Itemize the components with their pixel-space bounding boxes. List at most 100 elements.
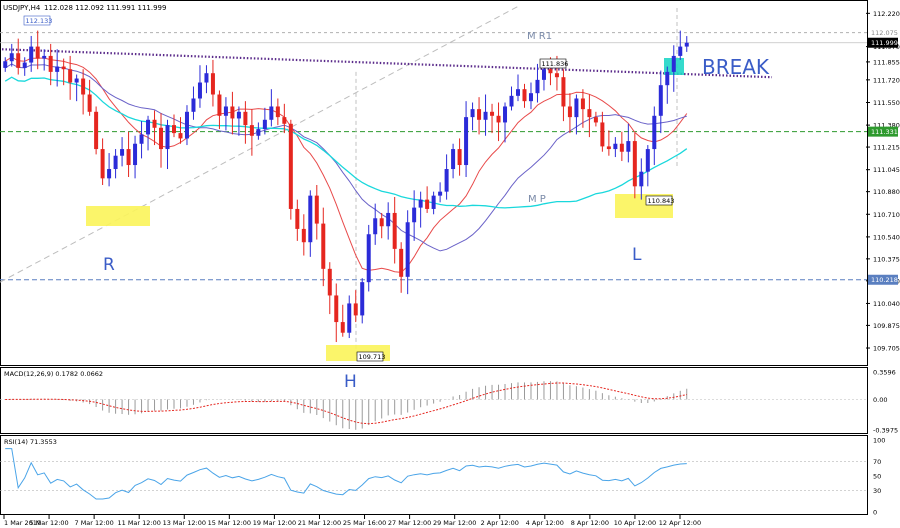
candle-body xyxy=(42,55,47,59)
price-tick-label: 111.380 xyxy=(873,122,900,130)
candlestick-layer: 110.843 109.713 111.836 112.133 xyxy=(3,15,689,362)
candle-body xyxy=(386,212,391,227)
candle-body xyxy=(587,109,592,118)
candle-body xyxy=(94,111,99,150)
candle-body xyxy=(353,303,358,316)
candle-body xyxy=(87,94,92,112)
candle-body xyxy=(593,117,598,123)
price-tick-label: 110.880 xyxy=(873,188,900,196)
candle-body xyxy=(262,119,267,130)
candle-body xyxy=(327,268,332,296)
time-tick-label: 15 Mar 12:00 xyxy=(208,519,251,527)
rsi-tick-label: 0 xyxy=(873,509,877,517)
price-tick-label: 110.540 xyxy=(873,233,900,241)
candle-body xyxy=(457,149,462,166)
candle-body xyxy=(684,42,689,47)
candle-body xyxy=(172,125,176,134)
time-tick-label: 13 Mar 12:00 xyxy=(163,519,206,527)
time-tick-label: 29 Mar 12:00 xyxy=(433,519,476,527)
candle-body xyxy=(399,248,404,277)
break-level-label-box xyxy=(539,58,567,69)
time-tick-label: 21 Mar 12:00 xyxy=(298,519,341,527)
candle-body xyxy=(671,55,676,72)
candle-body xyxy=(580,98,585,110)
candle-body xyxy=(55,66,60,72)
green-line-tag-bg xyxy=(868,126,898,137)
price-tick-label: 109.875 xyxy=(873,322,900,330)
r-annotation: R xyxy=(103,255,115,275)
price-tick-label: 110.040 xyxy=(873,300,900,308)
r1-axis-tag-bg xyxy=(868,27,898,38)
r1-axis-tag: 112.075 xyxy=(871,29,898,37)
macd-pane-frame xyxy=(0,367,868,434)
moving-average-layer xyxy=(4,56,688,273)
rsi-tick-label: 50 xyxy=(873,473,881,481)
low-h-price-label: 109.713 xyxy=(359,353,386,361)
candle-body xyxy=(477,109,482,120)
candle-body xyxy=(405,222,410,277)
candle-body xyxy=(16,53,21,68)
price-axis: 112.220111.970111.855111.720111.550111.3… xyxy=(866,10,900,353)
candle-body xyxy=(230,106,235,119)
time-tick-label: 11 Mar 12:00 xyxy=(117,519,160,527)
rising-trendline xyxy=(0,4,521,283)
candle-body xyxy=(48,55,53,72)
macd-tick-label: -0.3975 xyxy=(873,426,898,434)
break-annotation: BREAK xyxy=(702,55,770,79)
rsi-line xyxy=(5,448,687,500)
candle-body xyxy=(464,117,469,166)
candle-body xyxy=(210,73,215,95)
yellow-zone-r xyxy=(86,206,150,226)
blue-line-tag: 110.218 xyxy=(871,276,898,284)
low-l-price-label: 110.843 xyxy=(648,197,675,205)
ma-red-line xyxy=(4,56,688,273)
candle-body xyxy=(139,134,144,144)
candle-body xyxy=(61,66,66,70)
candle-body xyxy=(360,282,365,316)
current-price-tag: 111.999 xyxy=(871,39,898,47)
candle-body xyxy=(288,123,293,209)
candle-body xyxy=(256,129,261,136)
neckline-trendline xyxy=(1,48,773,79)
ohlc-label: 112.028 112.092 111.991 111.999 xyxy=(44,4,166,12)
rsi-pane-frame xyxy=(0,435,868,515)
candle-body xyxy=(217,94,222,116)
candle-body xyxy=(340,322,345,333)
price-tick-label: 111.855 xyxy=(873,58,900,66)
ma-teal-line xyxy=(4,76,688,209)
candle-body xyxy=(366,234,371,283)
candle-body xyxy=(334,295,339,323)
mr1-label: M R1 xyxy=(527,31,552,42)
candle-body xyxy=(528,93,533,102)
macd-label: MACD(12,26,9) 0.1782 0.0662 xyxy=(4,370,103,378)
candle-body xyxy=(470,109,475,118)
candle-body xyxy=(522,89,527,102)
ma-purple-line xyxy=(4,63,687,252)
time-tick-label: 10 Apr 12:00 xyxy=(614,519,656,527)
candle-body xyxy=(301,228,306,243)
candle-body xyxy=(373,218,378,235)
candle-body xyxy=(509,95,514,107)
candle-body xyxy=(308,195,313,243)
candle-body xyxy=(282,117,287,124)
candle-body xyxy=(191,98,196,112)
green-line-tag: 111.331 xyxy=(871,128,898,136)
candle-body xyxy=(29,46,34,63)
candle-body xyxy=(269,106,274,120)
candle-body xyxy=(645,149,650,172)
macd-tick-label: 0.00 xyxy=(873,396,887,404)
rsi-tick-label: 70 xyxy=(873,458,881,466)
candle-body xyxy=(561,77,566,107)
price-tick-label: 110.710 xyxy=(873,211,900,219)
main-pane-frame xyxy=(0,0,868,366)
price-tick-label: 110.375 xyxy=(873,255,900,263)
candle-body xyxy=(516,89,520,96)
price-tick-label: 112.220 xyxy=(873,10,900,18)
time-tick-label: 7 Mar 12:00 xyxy=(75,519,114,527)
candle-body xyxy=(431,195,436,209)
candle-body xyxy=(600,122,605,147)
candle-body xyxy=(567,106,572,118)
candle-body xyxy=(204,73,209,83)
time-tick-label: 1 Mar 2019 xyxy=(4,519,41,527)
